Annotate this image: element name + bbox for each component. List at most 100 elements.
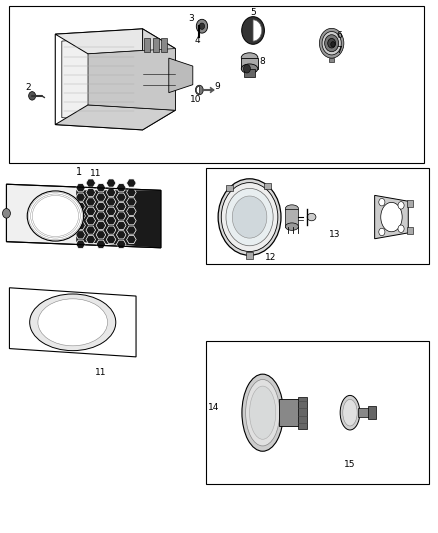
Text: 5: 5 (250, 8, 256, 17)
Bar (246, 252, 253, 259)
Circle shape (221, 183, 278, 252)
Bar (407, 227, 413, 234)
Circle shape (28, 92, 35, 100)
Polygon shape (76, 190, 161, 248)
Polygon shape (96, 240, 106, 248)
Ellipse shape (250, 386, 276, 439)
Ellipse shape (340, 395, 360, 430)
Polygon shape (76, 221, 85, 230)
Polygon shape (86, 236, 95, 244)
Polygon shape (127, 198, 136, 206)
Polygon shape (127, 179, 136, 187)
Wedge shape (253, 20, 262, 41)
Ellipse shape (286, 205, 298, 212)
Circle shape (195, 85, 203, 95)
Bar (144, 38, 150, 52)
Polygon shape (106, 198, 116, 206)
Polygon shape (143, 29, 175, 130)
Circle shape (226, 188, 273, 246)
Polygon shape (76, 203, 85, 211)
Circle shape (242, 17, 265, 44)
Polygon shape (127, 236, 136, 244)
Text: 1: 1 (76, 167, 82, 177)
Polygon shape (106, 188, 116, 197)
Polygon shape (86, 226, 95, 234)
Ellipse shape (343, 399, 357, 426)
Polygon shape (76, 184, 85, 192)
Bar (241, 58, 258, 69)
Polygon shape (55, 29, 143, 130)
Bar (358, 408, 370, 417)
Polygon shape (76, 212, 85, 220)
Ellipse shape (242, 374, 283, 451)
Circle shape (199, 23, 205, 29)
Circle shape (325, 35, 339, 52)
Bar (226, 184, 233, 191)
Wedge shape (196, 86, 199, 94)
Circle shape (244, 64, 251, 73)
Polygon shape (106, 207, 116, 215)
Bar (206, 341, 428, 484)
Polygon shape (127, 216, 136, 225)
Polygon shape (96, 231, 106, 239)
Text: 12: 12 (265, 253, 276, 262)
Polygon shape (106, 236, 116, 244)
Circle shape (218, 179, 281, 255)
Circle shape (331, 42, 335, 47)
Circle shape (328, 38, 336, 48)
Ellipse shape (27, 191, 84, 241)
Polygon shape (96, 212, 106, 220)
Text: 8: 8 (260, 58, 265, 66)
Bar (10, 6, 424, 163)
Ellipse shape (38, 299, 108, 346)
Bar (329, 58, 334, 62)
Circle shape (398, 201, 404, 209)
Text: 14: 14 (208, 403, 219, 412)
Text: 13: 13 (329, 230, 340, 239)
Ellipse shape (246, 379, 280, 446)
Circle shape (379, 198, 385, 206)
Polygon shape (7, 184, 161, 248)
Polygon shape (96, 193, 106, 201)
Circle shape (196, 19, 208, 33)
Polygon shape (86, 198, 95, 206)
Ellipse shape (381, 203, 402, 232)
Polygon shape (117, 221, 126, 230)
Polygon shape (86, 188, 95, 197)
Bar (407, 200, 413, 207)
Text: 2: 2 (25, 83, 31, 92)
Polygon shape (106, 179, 116, 187)
Polygon shape (86, 179, 95, 187)
Polygon shape (117, 184, 126, 192)
Polygon shape (169, 58, 193, 93)
Polygon shape (117, 203, 126, 211)
Ellipse shape (307, 213, 316, 221)
Text: 9: 9 (214, 82, 220, 91)
Polygon shape (76, 193, 85, 201)
Text: 4: 4 (194, 36, 200, 45)
Polygon shape (96, 203, 106, 211)
Polygon shape (106, 226, 116, 234)
Polygon shape (106, 216, 116, 225)
Polygon shape (127, 188, 136, 197)
Bar (368, 406, 376, 419)
Polygon shape (10, 288, 136, 357)
Text: 7: 7 (337, 46, 343, 55)
Circle shape (322, 31, 341, 55)
Polygon shape (127, 226, 136, 234)
Polygon shape (117, 193, 126, 201)
Polygon shape (76, 240, 85, 248)
Bar (206, 168, 428, 264)
Bar (279, 399, 300, 426)
Polygon shape (117, 240, 126, 248)
Ellipse shape (241, 64, 258, 74)
Polygon shape (117, 212, 126, 220)
Bar (161, 38, 167, 52)
Polygon shape (96, 221, 106, 230)
Circle shape (3, 208, 11, 218)
Text: 3: 3 (189, 14, 194, 23)
Bar (286, 208, 298, 227)
Circle shape (398, 225, 404, 232)
Polygon shape (374, 196, 408, 239)
Bar (264, 182, 271, 189)
